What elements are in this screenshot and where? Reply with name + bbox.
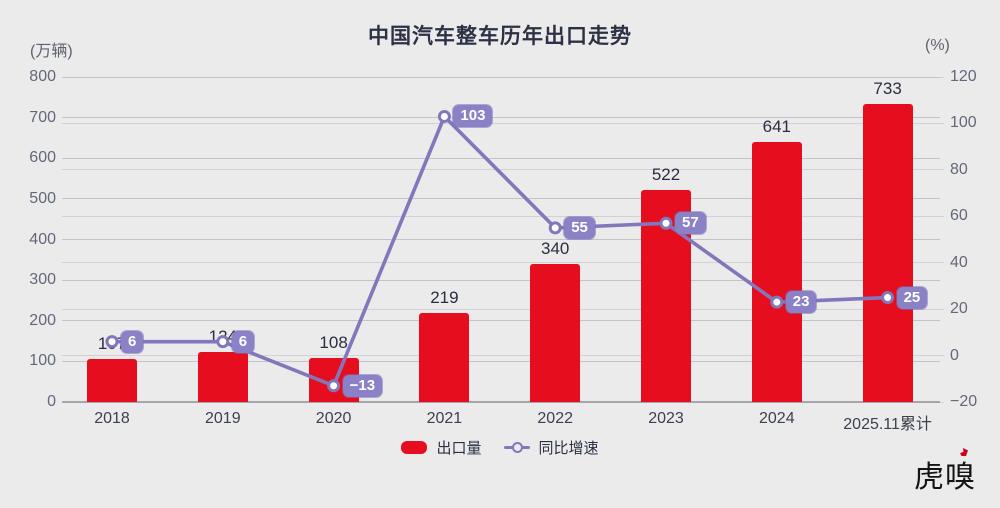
gridline-right-80 <box>62 169 944 171</box>
left-axis-tick-400: 400 <box>29 230 56 248</box>
growth-badge-2019: 6 <box>231 330 255 353</box>
left-axis-tick-600: 600 <box>29 149 56 167</box>
bar-value-2019: 124 <box>208 326 237 346</box>
huxiu-logo: 虎嗅 <box>914 448 976 496</box>
right-axis-tick-120: 120 <box>950 68 977 85</box>
x-axis-label-2023: 2023 <box>648 410 684 427</box>
gridline-left-200 <box>62 320 940 322</box>
right-axis-tick--20: −20 <box>950 393 978 410</box>
right-axis-tick-100: 100 <box>950 114 977 132</box>
x-axis-label-2018: 2018 <box>94 410 130 427</box>
bar-value-2023: 522 <box>651 164 681 184</box>
growth-badge-2022: 55 <box>564 216 595 239</box>
bar-value-2021: 219 <box>430 288 459 308</box>
left-axis-tick-200: 200 <box>29 311 56 329</box>
x-axis-label-2020: 2020 <box>315 410 352 427</box>
x-axis-label-2025.11累计: 2025.11累计 <box>843 416 932 433</box>
gridline-left-100 <box>62 360 940 362</box>
left-axis-tick-500: 500 <box>29 189 56 207</box>
growth-badge-2020: −13 <box>342 374 383 397</box>
right-axis-tick-60: 60 <box>950 207 968 225</box>
bar-value-2025.11累计: 733 <box>873 79 902 99</box>
legend-item-exports: 出口量 <box>401 437 482 458</box>
growth-badge-2021: 103 <box>453 105 493 128</box>
x-axis-label-2019: 2019 <box>205 410 241 427</box>
x-axis-line <box>62 401 940 403</box>
left-axis-unit-label: (万辆) <box>30 43 73 60</box>
left-axis-tick-800: 800 <box>29 68 56 85</box>
gridline-right-40 <box>62 262 944 264</box>
legend-item-growth: 同比增速 <box>503 437 599 458</box>
right-axis-tick-80: 80 <box>950 160 968 178</box>
growth-badge-2024: 23 <box>785 291 817 314</box>
growth-point-2022 <box>548 221 562 235</box>
huxiu-logo-red-mark-icon <box>960 448 968 456</box>
left-axis-tick-0: 0 <box>47 393 56 410</box>
gridline-right-0 <box>62 355 944 357</box>
bar-2019 <box>197 351 248 402</box>
gridline-left-500 <box>62 198 940 200</box>
growth-badge-2025.11累计: 25 <box>896 286 928 309</box>
bar-2018 <box>87 358 137 402</box>
bar-series-swatch-icon <box>401 441 428 454</box>
x-axis-label-2021: 2021 <box>426 410 463 427</box>
bar-2021 <box>419 313 470 402</box>
bar-value-2024: 641 <box>762 116 791 136</box>
chart-title: 中国汽车整车历年出口走势 <box>368 25 632 48</box>
line-series-marker-icon <box>503 441 530 454</box>
left-axis-tick-300: 300 <box>29 271 56 289</box>
bar-value-2018: 107 <box>97 333 127 353</box>
bar-2022 <box>530 263 581 402</box>
legend: 出口量 同比增速 <box>0 437 1000 458</box>
gridline-left-800 <box>62 76 940 78</box>
bar-2025.11累计 <box>862 104 913 402</box>
left-axis-tick-100: 100 <box>29 352 56 370</box>
right-axis-tick-40: 40 <box>950 253 968 271</box>
bar-value-2020: 108 <box>319 333 348 353</box>
right-axis-tick-20: 20 <box>950 300 968 318</box>
growth-badge-2023: 57 <box>675 212 706 235</box>
gridline-right-60 <box>62 215 944 217</box>
right-axis-tick-0: 0 <box>950 346 959 364</box>
gridline-left-300 <box>62 279 940 281</box>
huxiu-logo-text: 虎嗅 <box>914 461 976 494</box>
x-axis-label-2022: 2022 <box>537 410 573 427</box>
gridline-left-600 <box>62 157 940 159</box>
left-axis-tick-700: 700 <box>29 108 56 126</box>
right-axis-unit-label: (%) <box>925 37 950 54</box>
legend-label-growth: 同比增速 <box>538 440 599 457</box>
growth-badge-2018: 6 <box>121 330 144 353</box>
legend-label-exports: 出口量 <box>436 440 482 457</box>
bar-value-2022: 340 <box>541 238 570 258</box>
x-axis-label-2024: 2024 <box>759 410 795 427</box>
bar-2024 <box>751 141 802 402</box>
